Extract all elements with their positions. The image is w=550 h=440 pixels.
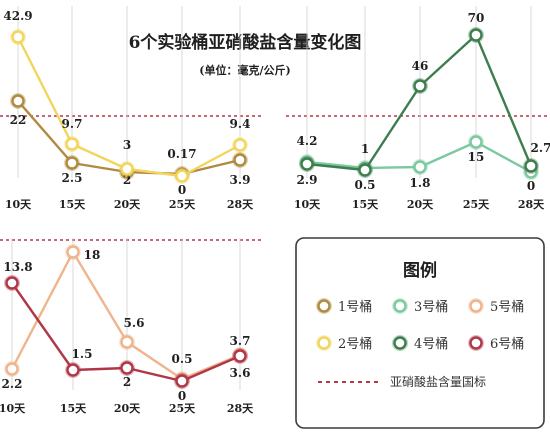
data-point bbox=[10, 29, 26, 45]
chart-subtitle: (单位：毫克/公斤) bbox=[199, 63, 290, 77]
legend-title: 图例 bbox=[403, 260, 437, 281]
data-label: 2 bbox=[123, 173, 131, 187]
data-point bbox=[4, 361, 20, 377]
data-label: 2.5 bbox=[62, 171, 83, 185]
data-point bbox=[64, 136, 80, 152]
data-label: 3.6 bbox=[230, 366, 251, 380]
data-label: 2.7 bbox=[531, 141, 550, 155]
x-tick-label: 20天 bbox=[114, 402, 141, 415]
chart-title: 6个实验桶亚硝酸盐含量变化图 bbox=[129, 32, 362, 53]
legend-item: 6号桶 bbox=[468, 335, 524, 352]
data-label: 2.2 bbox=[2, 377, 23, 391]
data-point bbox=[65, 362, 81, 378]
data-label: 1.8 bbox=[410, 176, 431, 190]
panel-bucket-5-6: 10天 15天 20天 25天 28天 2.2 18 5.6 0.5 3.7 13.8 1.5 2 0 3.… bbox=[0, 238, 262, 415]
data-label: 9.7 bbox=[62, 117, 83, 131]
data-label: 70 bbox=[468, 11, 485, 25]
x-tick-label: 10天 bbox=[294, 198, 321, 211]
x-tick-label: 28天 bbox=[227, 198, 254, 211]
data-label: 5.6 bbox=[124, 316, 145, 330]
data-label: 0.5 bbox=[355, 178, 376, 192]
legend-items: 1号桶 3号桶 5号桶 2号桶 4号桶 6号桶 bbox=[316, 298, 524, 352]
legend-label: 1号桶 bbox=[338, 300, 372, 315]
data-label: 3.9 bbox=[230, 173, 251, 187]
data-point bbox=[232, 137, 248, 153]
legend-item: 5号桶 bbox=[468, 298, 524, 315]
x-tick-label: 15天 bbox=[352, 198, 379, 211]
legend-label: 2号桶 bbox=[338, 337, 372, 352]
data-point bbox=[299, 156, 315, 172]
data-point bbox=[412, 78, 428, 94]
data-label: 22 bbox=[10, 113, 27, 127]
x-tick-label: 25天 bbox=[463, 198, 490, 211]
series-line bbox=[306, 33, 533, 172]
data-point bbox=[119, 161, 135, 177]
data-label: 2 bbox=[123, 375, 131, 389]
data-label: 0 bbox=[178, 183, 186, 197]
legend-threshold-label: 亚硝酸盐含量国标 bbox=[390, 374, 486, 389]
data-point bbox=[10, 93, 26, 109]
data-label: 18 bbox=[84, 248, 101, 262]
data-label: 4.2 bbox=[297, 134, 318, 148]
legend-item: 4号桶 bbox=[392, 335, 448, 352]
legend-frame bbox=[295, 237, 545, 429]
data-label: 42.9 bbox=[3, 9, 32, 23]
data-label: 3 bbox=[123, 138, 131, 152]
legend: 图例 1号桶 3号桶 5号桶 2号桶 4号桶 6号桶 亚硝酸盐含量国标 bbox=[295, 237, 545, 429]
legend-label: 5号桶 bbox=[490, 300, 524, 315]
data-point bbox=[468, 134, 484, 150]
legend-label: 4号桶 bbox=[414, 337, 448, 352]
panel-bucket-3-4: 10天 15天 20天 25天 28天 4.2 1 1.8 15 0 2.9 0.5 46 70 2.7 bbox=[286, 6, 550, 211]
data-point bbox=[65, 244, 81, 260]
x-tick-label: 28天 bbox=[227, 402, 254, 415]
data-point bbox=[119, 334, 135, 350]
data-label: 2.9 bbox=[297, 173, 318, 187]
data-label: 9.4 bbox=[230, 117, 251, 131]
data-label: 1 bbox=[361, 142, 369, 156]
data-label: 0.17 bbox=[167, 147, 196, 161]
data-point bbox=[468, 27, 484, 43]
legend-label: 3号桶 bbox=[414, 300, 448, 315]
x-tick-label: 25天 bbox=[169, 402, 196, 415]
data-point bbox=[4, 275, 20, 291]
data-point bbox=[119, 360, 135, 376]
data-point bbox=[232, 348, 248, 364]
x-tick-label: 15天 bbox=[59, 198, 86, 211]
series-line bbox=[16, 36, 241, 178]
legend-label: 6号桶 bbox=[490, 337, 524, 352]
data-point bbox=[357, 162, 373, 178]
x-tick-label: 25天 bbox=[169, 198, 196, 211]
x-tick-label: 20天 bbox=[114, 198, 141, 211]
data-point bbox=[174, 168, 190, 184]
data-label: 15 bbox=[468, 150, 485, 164]
x-tick-label: 15天 bbox=[60, 402, 87, 415]
legend-item: 1号桶 bbox=[316, 298, 372, 315]
data-label: 1.5 bbox=[72, 347, 93, 361]
x-tick-label: 20天 bbox=[407, 198, 434, 211]
x-tick-label: 28天 bbox=[518, 198, 545, 211]
data-label: 0 bbox=[178, 389, 186, 403]
data-point bbox=[412, 159, 428, 175]
panel-bucket-1-2: 10天 15天 20天 25天 28天 22 2.5 2 0 3.9 42.9 9.7 3 0.17 9.4 bbox=[0, 6, 262, 211]
legend-item: 2号桶 bbox=[316, 335, 372, 352]
data-point bbox=[232, 152, 248, 168]
data-label: 0.5 bbox=[172, 352, 193, 366]
data-label: 13.8 bbox=[3, 260, 32, 274]
data-point bbox=[64, 155, 80, 171]
data-point bbox=[174, 373, 190, 389]
data-label: 0 bbox=[527, 179, 535, 193]
legend-item: 3号桶 bbox=[392, 298, 448, 315]
data-point bbox=[523, 158, 539, 174]
x-tick-label: 10天 bbox=[0, 402, 26, 415]
data-label: 46 bbox=[412, 59, 429, 73]
x-tick-label: 10天 bbox=[5, 198, 32, 211]
data-label: 3.7 bbox=[230, 334, 251, 348]
